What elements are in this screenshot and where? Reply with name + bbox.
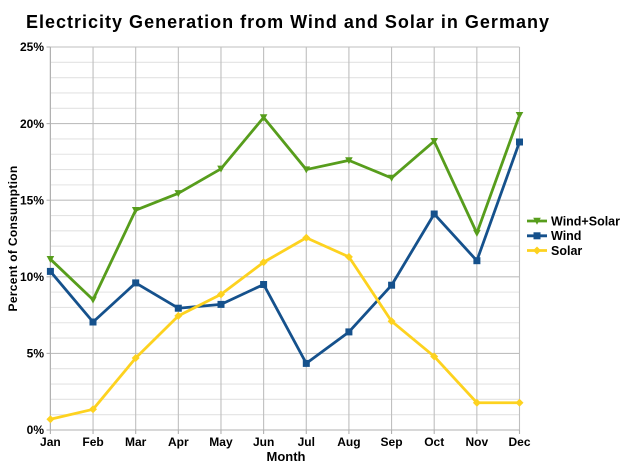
svg-text:May: May (209, 435, 233, 449)
svg-text:Month: Month (267, 449, 306, 464)
svg-text:Jan: Jan (40, 435, 61, 449)
svg-text:Wind: Wind (551, 229, 581, 243)
svg-text:Jun: Jun (253, 435, 274, 449)
svg-text:Apr: Apr (168, 435, 189, 449)
svg-text:Solar: Solar (551, 244, 582, 258)
svg-text:25%: 25% (20, 40, 44, 54)
svg-text:0%: 0% (27, 423, 45, 437)
svg-text:Jul: Jul (298, 435, 315, 449)
svg-text:15%: 15% (20, 193, 44, 207)
svg-text:Sep: Sep (381, 435, 403, 449)
svg-text:5%: 5% (27, 347, 45, 361)
svg-text:Wind+Solar: Wind+Solar (551, 214, 620, 228)
svg-text:Electricity Generation from Wi: Electricity Generation from Wind and Sol… (26, 12, 550, 32)
svg-text:10%: 10% (20, 270, 44, 284)
svg-text:Mar: Mar (125, 435, 147, 449)
svg-text:Oct: Oct (424, 435, 444, 449)
svg-text:Percent of Consumption: Percent of Consumption (6, 166, 20, 312)
svg-text:Feb: Feb (82, 435, 103, 449)
svg-text:Dec: Dec (508, 435, 530, 449)
svg-text:Aug: Aug (337, 435, 360, 449)
svg-text:Nov: Nov (466, 435, 489, 449)
svg-text:20%: 20% (20, 117, 44, 131)
